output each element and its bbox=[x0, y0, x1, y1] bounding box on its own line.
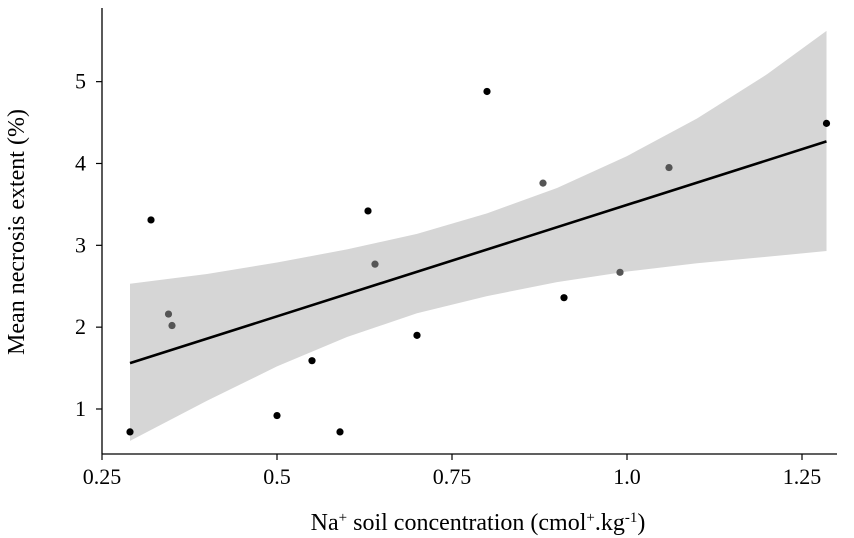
regression-line bbox=[129, 140, 827, 365]
data-point bbox=[364, 207, 372, 215]
x-axis-label-sup: -1 bbox=[625, 510, 638, 526]
x-axis-label-part: soil concentration (cmol bbox=[347, 510, 587, 536]
data-point bbox=[336, 428, 344, 436]
y-tick-label: 3 bbox=[75, 232, 86, 257]
y-tick-label: 4 bbox=[75, 150, 86, 175]
data-point bbox=[147, 216, 155, 224]
ticks: 0.25 0.5 0.75 1.0 1.25 1 2 3 4 5 bbox=[75, 69, 821, 489]
confidence-band bbox=[130, 30, 827, 441]
x-tick-label: 1.0 bbox=[613, 464, 641, 489]
x-axis-label-part: Na bbox=[311, 510, 339, 536]
x-axis-label-sup: + bbox=[339, 510, 347, 526]
data-point bbox=[371, 260, 379, 268]
x-tick-label: 1.25 bbox=[783, 464, 822, 489]
data-point bbox=[822, 119, 831, 127]
data-point bbox=[126, 428, 134, 436]
data-point bbox=[413, 331, 421, 339]
y-tick-label: 1 bbox=[75, 396, 86, 421]
data-point bbox=[168, 321, 176, 330]
y-tick-label: 5 bbox=[75, 69, 86, 94]
x-axis-label-sup: + bbox=[586, 510, 594, 526]
x-tick-label: 0.75 bbox=[433, 464, 472, 489]
x-tick-label: 0.5 bbox=[263, 464, 291, 489]
data-points-layer bbox=[126, 87, 831, 436]
data-point bbox=[483, 87, 491, 96]
x-tick-label: 0.25 bbox=[83, 464, 122, 489]
confidence-band-layer bbox=[130, 30, 827, 441]
data-point bbox=[308, 357, 316, 365]
x-axis-label: Na+ soil concentration (cmol+.kg-1) bbox=[311, 510, 646, 536]
y-tick-label: 2 bbox=[75, 314, 86, 339]
y-axis-label: Mean necrosis extent (%) bbox=[4, 109, 30, 355]
x-axis-label-part: .kg bbox=[595, 510, 625, 536]
data-point bbox=[665, 163, 673, 172]
fit-line-layer bbox=[129, 140, 827, 365]
data-point bbox=[164, 310, 173, 318]
data-point bbox=[560, 294, 568, 302]
x-axis-label-part: ) bbox=[637, 510, 645, 536]
data-point bbox=[273, 411, 281, 420]
data-point bbox=[616, 268, 624, 276]
axes bbox=[101, 8, 837, 455]
data-point bbox=[539, 179, 547, 187]
